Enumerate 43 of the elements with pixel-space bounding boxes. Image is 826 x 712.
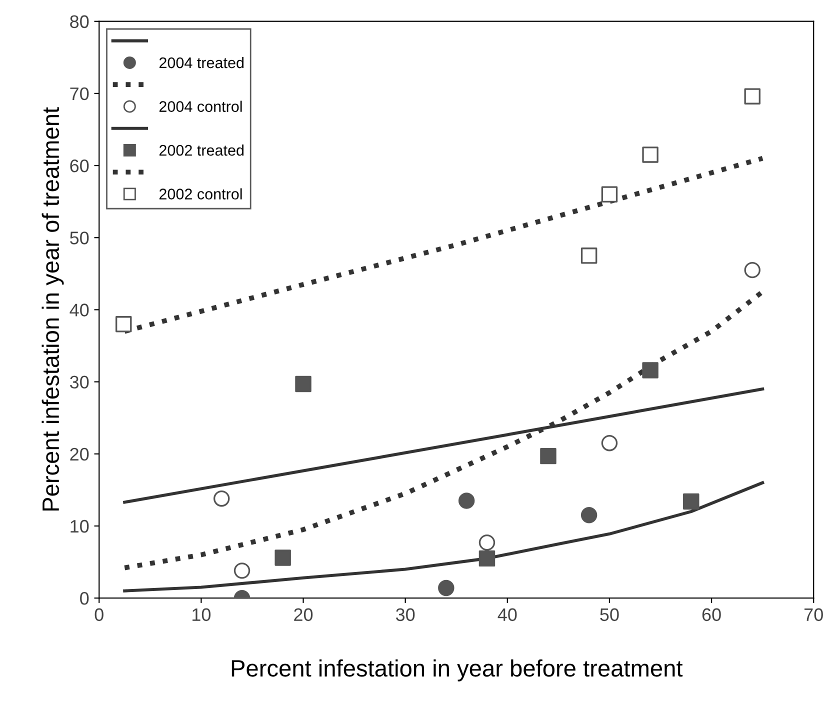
point xyxy=(601,434,618,452)
x-tick-label: 50 xyxy=(600,608,619,622)
line-series xyxy=(123,481,764,592)
y-tick-label: 10 xyxy=(70,520,89,533)
x-tick-label: 30 xyxy=(396,608,415,622)
point xyxy=(116,316,132,332)
y-tick-label: 30 xyxy=(70,376,89,389)
point xyxy=(540,448,556,464)
point xyxy=(744,262,760,278)
point xyxy=(478,550,496,567)
point xyxy=(234,562,250,579)
x-tick-label: 0 xyxy=(94,608,104,622)
point xyxy=(438,580,454,596)
y-tick-label: 70 xyxy=(70,87,89,100)
y-tick-label: 60 xyxy=(70,159,89,172)
point xyxy=(642,146,658,163)
point xyxy=(274,550,291,566)
point xyxy=(295,376,312,392)
y-axis-title: Percent infestation in year of treatment xyxy=(42,107,64,511)
point xyxy=(458,492,475,509)
y-tick-label: 50 xyxy=(70,232,89,244)
legend-label: 2004 treated xyxy=(159,56,244,68)
point xyxy=(580,507,598,524)
x-tick-label: 20 xyxy=(294,608,313,622)
point xyxy=(601,186,618,202)
x-tick-label: 70 xyxy=(804,608,823,622)
x-tick-label: 60 xyxy=(702,608,721,622)
y-tick-label: 80 xyxy=(70,15,89,28)
point xyxy=(642,362,658,378)
x-tick-label: 10 xyxy=(192,608,211,622)
x-axis-title: Percent infestation in year before treatment xyxy=(232,659,683,682)
y-tick-label: 20 xyxy=(70,448,89,461)
legend-label: 2004 control xyxy=(159,100,242,112)
point xyxy=(213,490,230,507)
point xyxy=(478,534,496,551)
point xyxy=(580,248,598,264)
point xyxy=(744,88,760,104)
x-tick-label: 40 xyxy=(498,608,517,622)
y-tick-label: 40 xyxy=(70,304,89,316)
point xyxy=(683,493,700,510)
legend-label: 2002 control xyxy=(159,188,242,200)
legend-label: 2002 treated xyxy=(159,144,244,156)
y-tick-label: 0 xyxy=(80,592,89,605)
